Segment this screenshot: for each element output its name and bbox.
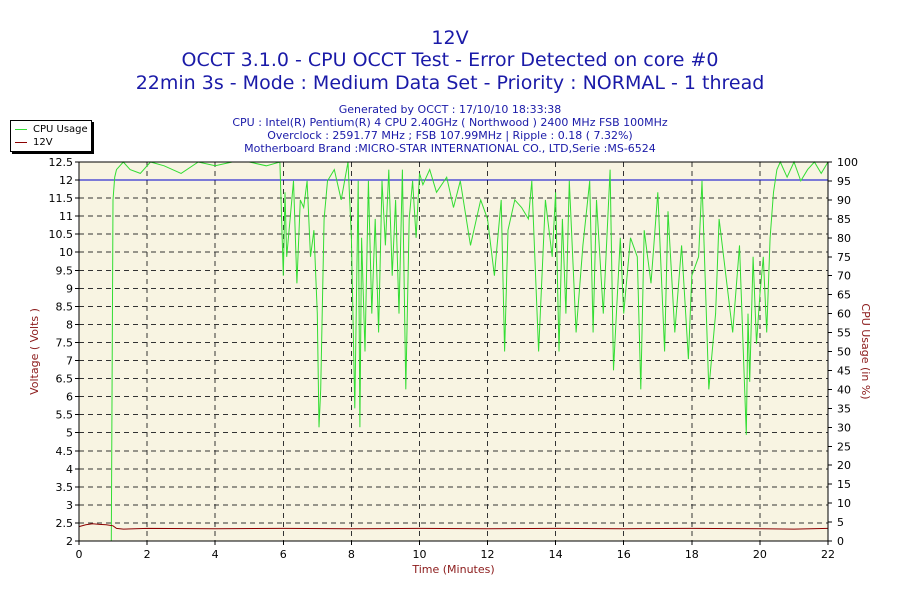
y-right-tick-label: 55: [837, 327, 851, 340]
y-left-tick-label: 3: [66, 499, 73, 512]
x-tick-label: 22: [821, 548, 835, 561]
x-tick-label: 8: [348, 548, 355, 561]
y-left-tick-label: 12: [59, 174, 73, 187]
x-tick-label: 20: [753, 548, 767, 561]
y-left-tick-label: 10.5: [49, 228, 74, 241]
y-left-tick-label: 7: [66, 355, 73, 368]
y-right-tick-label: 75: [837, 251, 851, 264]
y-left-tick-label: 6.5: [56, 373, 74, 386]
y-left-tick-label: 9.5: [56, 264, 74, 277]
x-tick-label: 0: [76, 548, 83, 561]
x-tick-label: 18: [685, 548, 699, 561]
y-right-tick-label: 65: [837, 289, 851, 302]
y-left-tick-label: 11: [59, 210, 73, 223]
series-line-12v: [78, 523, 829, 530]
plot-area: [79, 162, 828, 541]
y-left-tick-label: 5.5: [56, 409, 74, 422]
y-left-tick-label: 2: [66, 535, 73, 548]
y-left-tick-label: 6: [66, 391, 73, 404]
chart-legend: CPU Usage 12V: [10, 120, 92, 152]
y-right-tick-label: 5: [837, 516, 844, 529]
x-tick-label: 6: [280, 548, 287, 561]
y-right-tick-label: 60: [837, 308, 851, 321]
y-left-tick-label: 8.5: [56, 300, 74, 313]
y-right-tick-label: 45: [837, 364, 851, 377]
chart-title: 12V: [431, 27, 469, 49]
legend-swatch-12v: [15, 142, 27, 143]
y-right-tick-label: 15: [837, 478, 851, 491]
x-tick-label: 12: [481, 548, 495, 561]
y-left-tick-label: 4.5: [56, 445, 74, 458]
legend-label-12v: 12V: [33, 137, 53, 148]
y-left-tick-label: 10: [59, 246, 73, 259]
y-left-tick-label: 9: [66, 282, 73, 295]
y-right-tick-label: 30: [837, 421, 851, 434]
x-tick-label: 4: [212, 548, 219, 561]
y-right-tick-label: 100: [837, 156, 858, 169]
x-tick-label: 16: [617, 548, 631, 561]
y-right-tick-label: 50: [837, 346, 851, 359]
y-left-axis-label: Voltage ( Volts ): [28, 308, 41, 395]
y-right-tick-label: 20: [837, 459, 851, 472]
legend-item-cpu-usage: CPU Usage: [15, 123, 88, 136]
y-left-tick-label: 11.5: [49, 192, 74, 205]
motherboard-info: Motherboard Brand :MICRO-STAR INTERNATIO…: [244, 142, 656, 155]
x-tick-label: 10: [412, 548, 426, 561]
y-left-tick-label: 4: [66, 463, 73, 476]
y-right-axis-label: CPU Usage (in %): [859, 303, 872, 399]
y-left-tick-label: 2.5: [56, 517, 74, 530]
y-left-tick-label: 12.5: [49, 156, 74, 169]
chart-subtitle-test: OCCT 3.1.0 - CPU OCCT Test - Error Detec…: [181, 49, 719, 71]
x-axis-label: Time (Minutes): [411, 563, 494, 576]
x-tick-label: 14: [549, 548, 563, 561]
legend-label-cpu-usage: CPU Usage: [33, 124, 88, 135]
y-left-tick-label: 3.5: [56, 481, 74, 494]
y-right-tick-label: 10: [837, 497, 851, 510]
y-right-tick-label: 85: [837, 213, 851, 226]
x-tick-label: 2: [144, 548, 151, 561]
legend-swatch-cpu-usage: [15, 129, 27, 130]
y-right-tick-label: 80: [837, 232, 851, 245]
y-left-tick-label: 5: [66, 427, 73, 440]
series-line-cpu-usage: [79, 160, 829, 542]
y-right-tick-label: 40: [837, 383, 851, 396]
overclock-info: Overclock : 2591.77 MHz ; FSB 107.99MHz …: [267, 129, 633, 142]
generated-info: Generated by OCCT : 17/10/10 18:33:38: [338, 103, 562, 116]
cpu-info: CPU : Intel(R) Pentium(R) 4 CPU 2.40GHz …: [232, 116, 668, 129]
y-right-tick-label: 35: [837, 402, 851, 415]
y-right-tick-label: 25: [837, 440, 851, 453]
y-right-tick-label: 95: [837, 175, 851, 188]
y-left-tick-label: 7.5: [56, 336, 74, 349]
legend-item-12v: 12V: [15, 136, 53, 149]
y-left-tick-label: 8: [66, 318, 73, 331]
y-right-tick-label: 70: [837, 270, 851, 283]
chart-subtitle-mode: 22min 3s - Mode : Medium Data Set - Prio…: [135, 72, 765, 94]
y-right-tick-label: 90: [837, 194, 851, 207]
y-right-tick-label: 0: [837, 535, 844, 548]
